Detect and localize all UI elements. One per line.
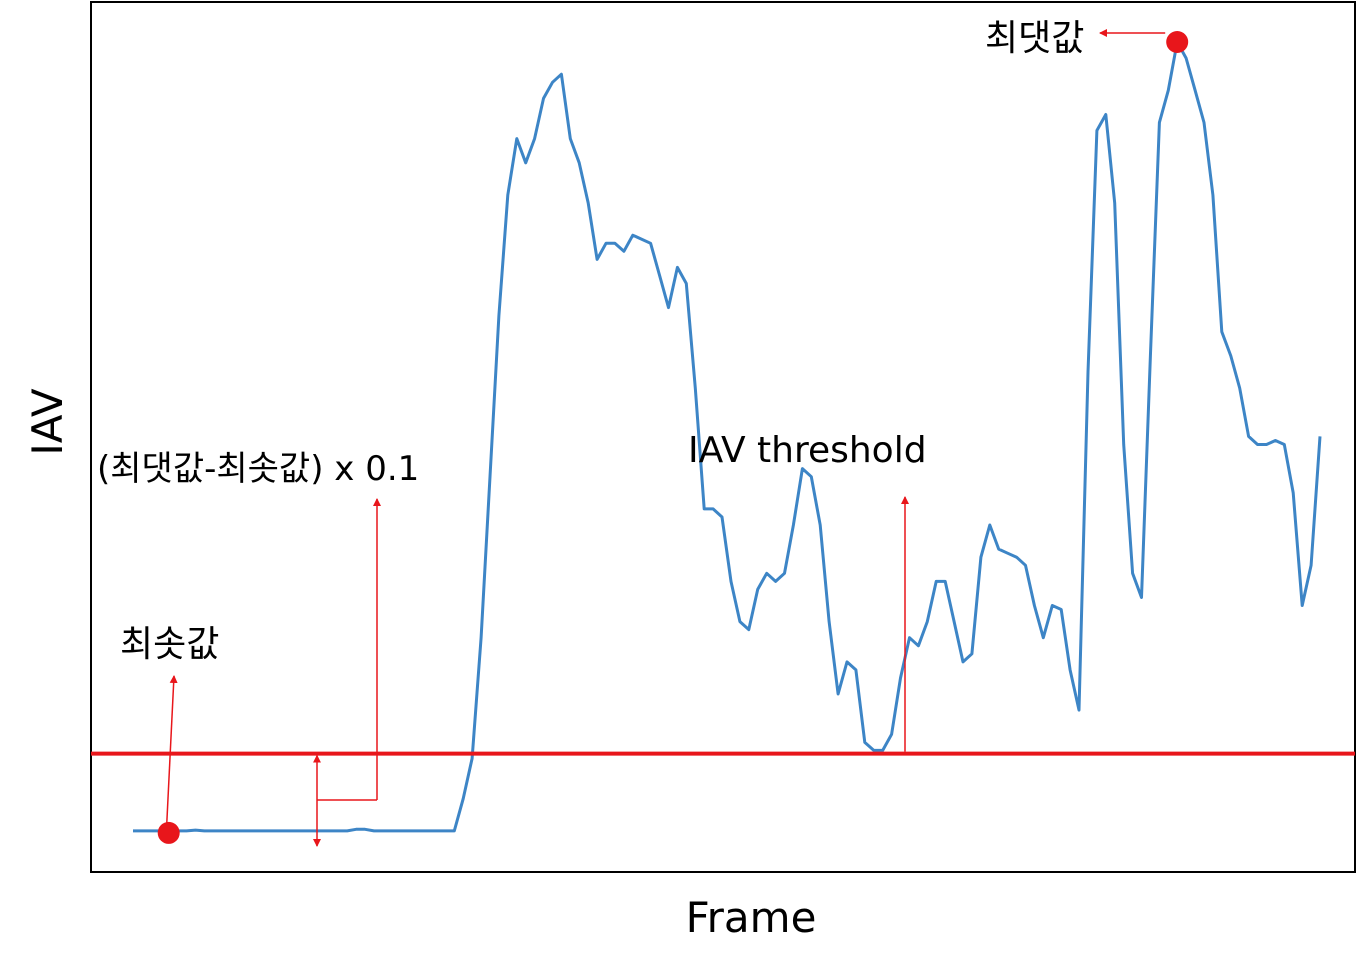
max-point-marker	[1166, 31, 1189, 53]
threshold-label: IAV threshold	[688, 430, 927, 471]
y-axis-label: IAV	[23, 388, 72, 455]
iav-series-line	[133, 40, 1322, 833]
x-axis-label: Frame	[686, 893, 817, 942]
min-point-marker	[157, 821, 180, 844]
annotation-arrows	[165, 29, 1166, 847]
min-label-arrow	[165, 675, 178, 825]
formula-label: (최댓값-최솟값) x 0.1	[97, 449, 419, 489]
min-value-label: 최솟값	[120, 624, 219, 665]
plot-area-frame	[90, 1, 1356, 873]
max-value-label: 최댓값	[985, 18, 1084, 59]
